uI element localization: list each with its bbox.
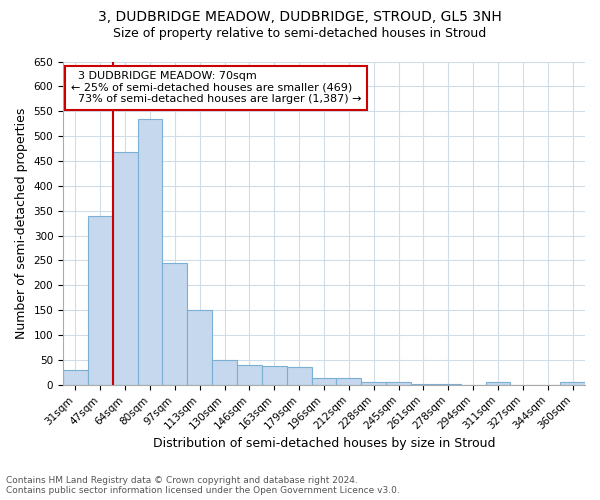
Bar bbox=[287, 368, 311, 385]
Bar bbox=[386, 382, 411, 385]
Text: Size of property relative to semi-detached houses in Stroud: Size of property relative to semi-detach… bbox=[113, 28, 487, 40]
Bar bbox=[163, 263, 187, 385]
X-axis label: Distribution of semi-detached houses by size in Stroud: Distribution of semi-detached houses by … bbox=[153, 437, 495, 450]
Bar bbox=[485, 382, 511, 385]
Bar bbox=[88, 216, 113, 385]
Y-axis label: Number of semi-detached properties: Number of semi-detached properties bbox=[15, 108, 28, 339]
Bar bbox=[262, 366, 287, 385]
Bar bbox=[212, 360, 237, 385]
Bar bbox=[311, 378, 337, 385]
Bar bbox=[187, 310, 212, 385]
Bar bbox=[63, 370, 88, 385]
Text: Contains HM Land Registry data © Crown copyright and database right 2024.
Contai: Contains HM Land Registry data © Crown c… bbox=[6, 476, 400, 495]
Bar bbox=[237, 365, 262, 385]
Bar bbox=[361, 382, 386, 385]
Bar bbox=[337, 378, 361, 385]
Bar bbox=[411, 384, 436, 385]
Bar bbox=[137, 118, 163, 385]
Bar bbox=[436, 384, 461, 385]
Bar bbox=[560, 382, 585, 385]
Bar bbox=[113, 152, 137, 385]
Text: 3, DUDBRIDGE MEADOW, DUDBRIDGE, STROUD, GL5 3NH: 3, DUDBRIDGE MEADOW, DUDBRIDGE, STROUD, … bbox=[98, 10, 502, 24]
Text: 3 DUDBRIDGE MEADOW: 70sqm
← 25% of semi-detached houses are smaller (469)
  73% : 3 DUDBRIDGE MEADOW: 70sqm ← 25% of semi-… bbox=[71, 71, 361, 104]
